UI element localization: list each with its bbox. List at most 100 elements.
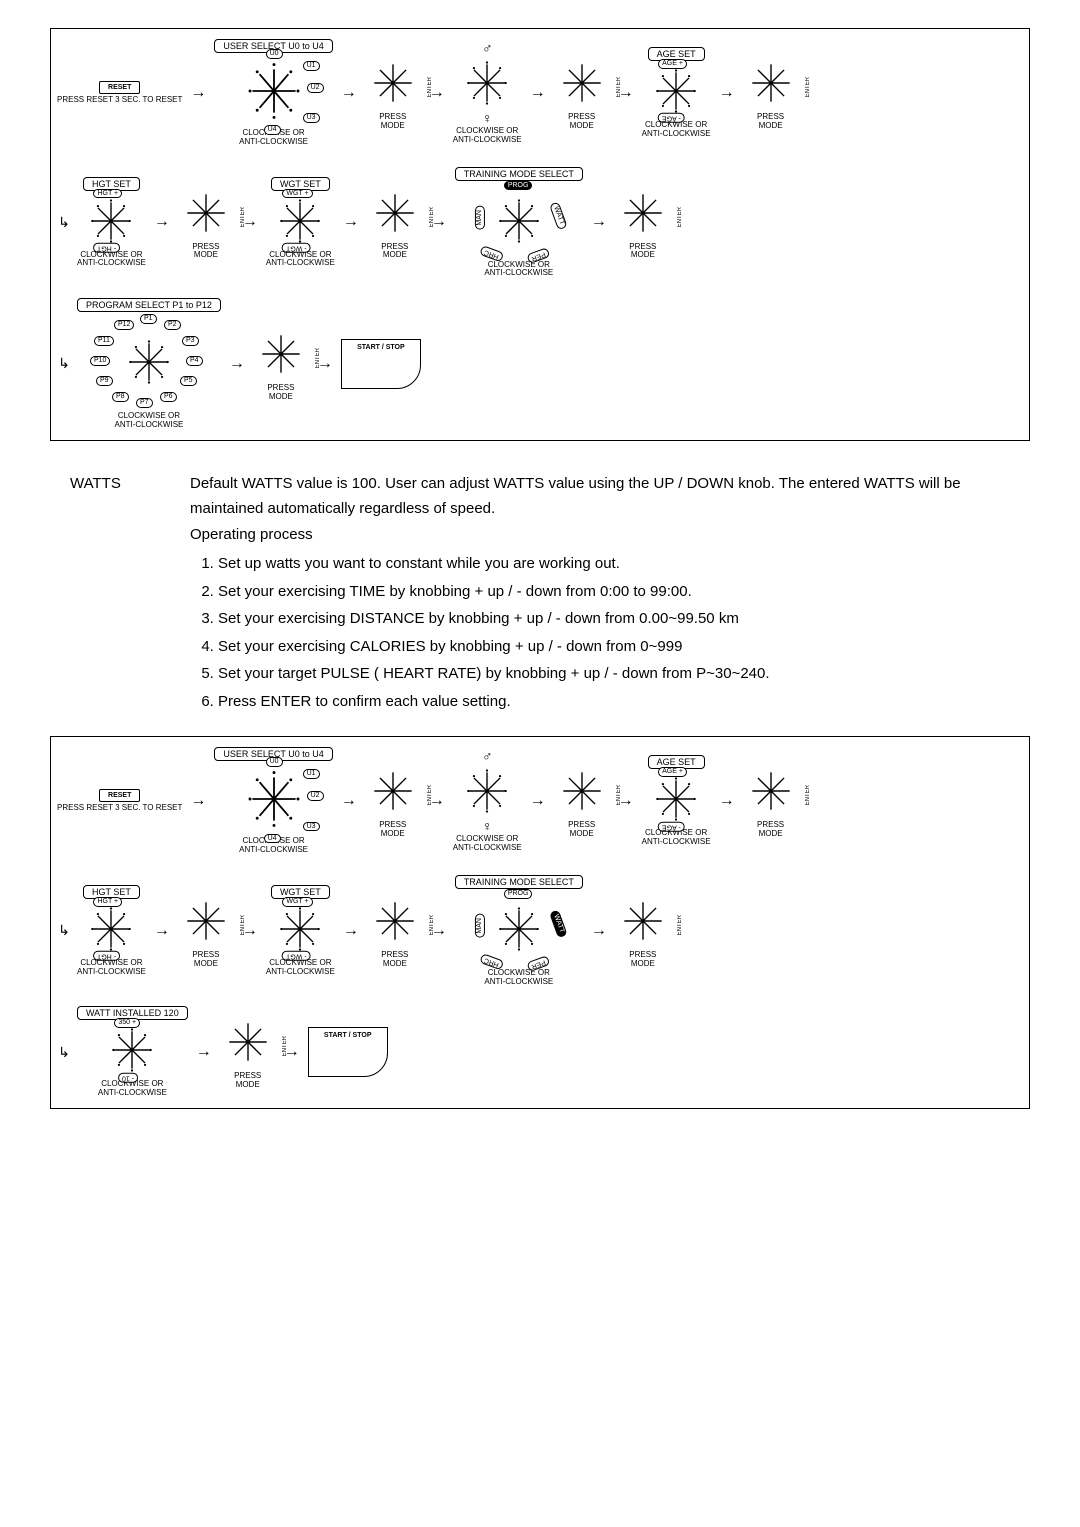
start-stop-step: START / STOP — [308, 1027, 388, 1077]
wgt-caption: CLOCKWISE OR ANTI-CLOCKWISE — [266, 251, 335, 269]
press-mode-dial[interactable]: ENTER — [615, 185, 671, 241]
u4-badge: U4 — [264, 834, 281, 844]
age-bottom-arc: - AGE — [658, 113, 685, 123]
watts-steps-list: Set up watts you want to constant while … — [190, 551, 1030, 714]
press-mode-dial[interactable]: ENTER — [615, 893, 671, 949]
u1-badge: U1 — [303, 61, 320, 71]
arrow-icon: → — [589, 213, 609, 231]
reset-button[interactable]: RESET — [99, 789, 140, 802]
user-select-dial[interactable] — [238, 763, 310, 835]
wgt-dial[interactable] — [272, 193, 328, 249]
reset-block: RESET PRESS RESET 3 SEC. TO RESET — [57, 789, 182, 813]
press-mode-dial[interactable]: ENTER — [367, 893, 423, 949]
gender-dial[interactable] — [459, 55, 515, 111]
reset-caption: PRESS RESET 3 SEC. TO RESET — [57, 804, 182, 813]
hgt-dial[interactable] — [83, 193, 139, 249]
arrow-icon: → — [589, 922, 609, 940]
p9: P9 — [96, 376, 113, 386]
p2: P2 — [164, 320, 181, 330]
enter-label: ENTER — [282, 1036, 288, 1056]
press-mode-dial[interactable]: ENTER — [365, 55, 421, 111]
watts-step-1: Set up watts you want to constant while … — [218, 551, 1030, 577]
enter-label: ENTER — [240, 915, 246, 935]
age-dial[interactable] — [648, 771, 704, 827]
p7: P7 — [136, 398, 153, 408]
wgt-dial[interactable] — [272, 901, 328, 957]
flow1-row1: RESET PRESS RESET 3 SEC. TO RESET → USER… — [57, 39, 1023, 147]
watts-step-2: Set your exercising TIME by knobbing + u… — [218, 579, 1030, 605]
press-mode-dial[interactable]: ENTER — [365, 763, 421, 819]
arrow-icon: → — [341, 922, 361, 940]
flow2-row3: ↳ WATT INSTALLED 120 350 + - 10 CLOCKWIS… — [57, 1006, 1023, 1098]
arrow-icon: → — [528, 792, 548, 810]
press-mode-dial[interactable]: ENTER — [554, 55, 610, 111]
u1-badge: U1 — [303, 769, 320, 779]
u0-badge: U0 — [266, 49, 283, 59]
hgt-dial[interactable] — [83, 901, 139, 957]
reset-button[interactable]: RESET — [99, 81, 140, 94]
press-mode-step-5: ENTERPRESS MODE — [367, 893, 423, 969]
watts-body: Default WATTS value is 100. User can adj… — [190, 471, 1030, 717]
press-mode-dial[interactable]: ENTER — [178, 893, 234, 949]
enter-label: ENTER — [616, 77, 622, 97]
age-caption: CLOCKWISE OR ANTI-CLOCKWISE — [642, 121, 711, 139]
p6: P6 — [160, 392, 177, 402]
training-mode-dial[interactable] — [491, 901, 547, 957]
press-mode-step: ENTER PRESS MODE — [365, 763, 421, 839]
start-stop-button[interactable]: START / STOP — [308, 1027, 388, 1077]
gender-caption: CLOCKWISE OR ANTI-CLOCKWISE — [453, 835, 522, 853]
press-mode-dial[interactable]: ENTER — [253, 326, 309, 382]
press-mode-caption: PRESS MODE — [192, 243, 219, 261]
watt-dial[interactable] — [104, 1022, 160, 1078]
press-mode-dial[interactable]: ENTER — [743, 763, 799, 819]
user-select-dial[interactable] — [238, 55, 310, 127]
start-stop-button[interactable]: START / STOP — [341, 339, 421, 389]
training-mode-label: TRAINING MODE SELECT — [455, 875, 583, 889]
enter-label: ENTER — [677, 207, 683, 227]
press-mode-dial[interactable]: ENTER — [367, 185, 423, 241]
wgt-set-step: WGT SET WGT + - WGT CLOCKWISE OR ANTI-CL… — [266, 177, 335, 269]
gender-caption: CLOCKWISE OR ANTI-CLOCKWISE — [453, 127, 522, 145]
arrow-icon: → — [717, 84, 737, 102]
press-mode-caption: PRESS MODE — [629, 951, 656, 969]
return-arrow-icon: ↳ — [57, 922, 71, 939]
wgt-set-step: WGT SET WGT + - WGT CLOCKWISE OR ANTI-CL… — [266, 885, 335, 977]
age-dial[interactable] — [648, 63, 704, 119]
watt-caption: CLOCKWISE OR ANTI-CLOCKWISE — [98, 1080, 167, 1098]
press-mode-step-2: ENTER PRESS MODE — [554, 55, 610, 131]
p12: P12 — [114, 320, 134, 330]
training-mode-dial[interactable] — [491, 193, 547, 249]
p3: P3 — [182, 336, 199, 346]
u2-badge: U2 — [307, 791, 324, 801]
press-mode-caption: PRESS MODE — [379, 821, 406, 839]
return-arrow-icon: ↳ — [57, 1044, 71, 1061]
press-mode-dial[interactable]: ENTER — [220, 1014, 276, 1070]
watt-installed-step: WATT INSTALLED 120 350 + - 10 CLOCKWISE … — [77, 1006, 188, 1098]
press-mode-step-4: ENTERPRESS MODE — [178, 893, 234, 969]
press-mode-step-3: ENTERPRESS MODE — [743, 763, 799, 839]
enter-label: ENTER — [427, 77, 433, 97]
u0-badge: U0 — [266, 757, 283, 767]
return-arrow-icon: ↳ — [57, 214, 71, 231]
program-select-step: PROGRAM SELECT P1 to P12 P1 P2 P3 P4 P5 … — [77, 298, 221, 430]
arrow-icon: → — [227, 355, 247, 373]
hgt-set-step: HGT SET HGT + - HGT CLOCKWISE OR ANTI-CL… — [77, 885, 146, 977]
gender-step: ♂ ♀ CLOCKWISE OR ANTI-CLOCKWISE — [453, 41, 522, 145]
flow-diagram-1: RESET PRESS RESET 3 SEC. TO RESET → USER… — [50, 28, 1030, 441]
press-mode-step-2: ENTERPRESS MODE — [554, 763, 610, 839]
enter-label: ENTER — [805, 785, 811, 805]
hgt-bottom-arc: - HGT — [93, 951, 120, 961]
arrow-icon: → — [528, 84, 548, 102]
arrow-icon: → — [339, 792, 359, 810]
press-mode-caption: PRESS MODE — [234, 1072, 261, 1090]
press-mode-dial[interactable]: ENTER — [178, 185, 234, 241]
press-mode-dial[interactable]: ENTER — [554, 763, 610, 819]
gender-dial[interactable] — [459, 763, 515, 819]
program-dial[interactable] — [121, 334, 177, 390]
watts-step-4: Set your exercising CALORIES by knobbing… — [218, 634, 1030, 660]
u3-badge: U3 — [303, 822, 320, 832]
p8: P8 — [112, 392, 129, 402]
enter-label: ENTER — [805, 77, 811, 97]
female-icon: ♀ — [482, 111, 493, 125]
press-mode-dial[interactable]: ENTER — [743, 55, 799, 111]
